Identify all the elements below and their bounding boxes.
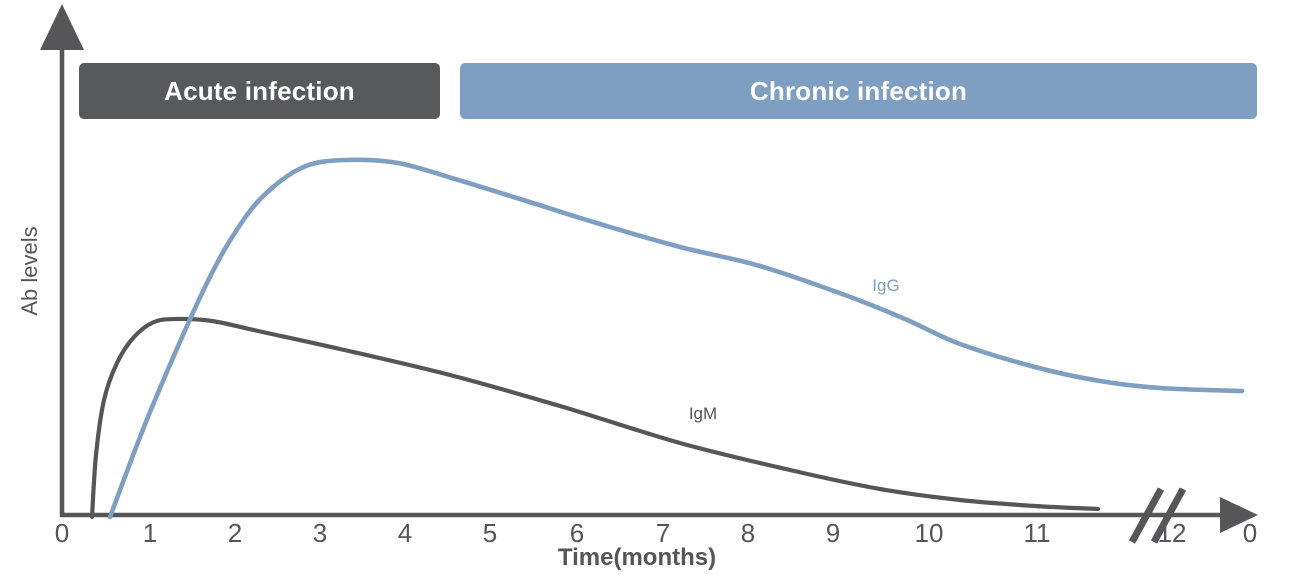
igg-curve-label: IgG: [872, 276, 900, 295]
y-axis-label: Ab levels: [17, 226, 42, 316]
x-tick-label: 5: [482, 518, 498, 548]
y-axis-arrow-icon: [40, 4, 84, 50]
x-tick-label: 1: [142, 518, 158, 548]
x-tick-label: 6: [569, 518, 585, 548]
igm-curve-label: IgM: [688, 404, 718, 423]
x-tick-label: 0: [54, 518, 70, 548]
igm-curve: [89, 316, 1101, 520]
x-tick-label: 12: [1157, 518, 1187, 548]
axis-break-slash-icon: [1128, 487, 1165, 544]
x-tick-label: 3: [312, 518, 328, 548]
acute-infection-banner-label: Acute infection: [164, 75, 355, 106]
axis-break-slash-icon: [1150, 487, 1187, 544]
chronic-infection-banner-label: Chronic infection: [749, 75, 968, 106]
x-tick-label: 10: [914, 518, 944, 548]
x-tick-label: 7: [655, 518, 671, 548]
x-tick-label: 2: [227, 518, 243, 548]
x-tick-label: 0: [1242, 518, 1258, 548]
acute-infection-banner: Acute infection: [79, 63, 440, 119]
igg-curve: [107, 157, 1245, 520]
x-tick-label: 11: [1023, 518, 1051, 548]
x-tick-label: 9: [825, 518, 841, 548]
x-tick-label: 4: [397, 518, 413, 548]
x-axis-label: Time(months): [557, 544, 717, 571]
x-axis-arrow-icon: [1220, 497, 1258, 533]
chronic-infection-banner: Chronic infection: [460, 63, 1257, 119]
x-tick-label: 8: [740, 518, 756, 548]
